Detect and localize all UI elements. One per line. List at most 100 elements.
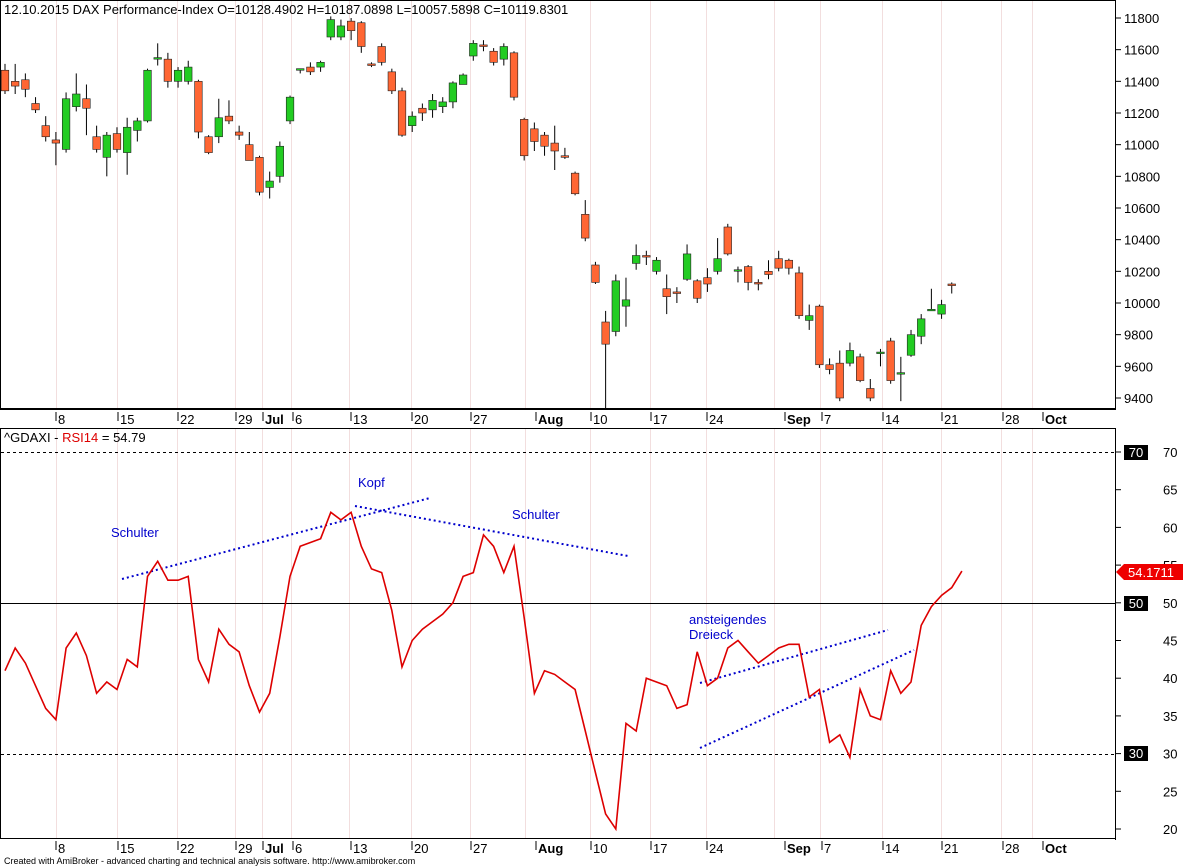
candle [418,103,427,121]
marker-30-label: 30 [1129,746,1143,761]
candle [11,63,20,94]
rsi-header-value: = 54.79 [98,430,145,445]
candle [367,62,376,68]
rsi-tick-label: 35 [1163,709,1177,724]
candle [92,125,101,153]
candle [245,132,254,161]
price-tick-label: 9600 [1124,359,1153,374]
candle-body [204,136,213,153]
candle [520,117,529,161]
x-tick-label: Sep [787,841,811,856]
candle-body [143,69,152,122]
candle [642,250,651,265]
candle [754,279,763,291]
candle-body [896,372,905,375]
candle [672,287,681,303]
price-tick-label: 9400 [1124,391,1153,406]
price-header: 12.10.2015 DAX Performance-Index O=10128… [4,2,568,17]
rsi-y-axis: 7065605550454035302520 [1115,445,1177,837]
x-tick-label: 8 [58,412,65,427]
candle [917,314,926,345]
x-tick-label: 22 [180,412,194,427]
rsi-series-line [4,510,963,832]
candle [306,62,315,75]
rsi-tick-label: 40 [1163,671,1177,686]
rsi-header: ^GDAXI - RSI14 = 54.79 [4,430,146,445]
candle-body [774,258,783,269]
x-tick-label: Oct [1045,412,1067,427]
x-tick-label: 8 [58,841,65,856]
candle-body [611,280,620,332]
candle [621,277,631,327]
candle-body [570,172,580,195]
candle-body [173,69,183,82]
candle [347,18,356,41]
candle-body [397,90,407,136]
annotation-lines [121,497,915,749]
candle-body [408,115,417,126]
x-tick-label: Sep [787,412,811,427]
marker-50-label: 50 [1129,596,1143,611]
annotation-trendline [121,497,431,580]
candle-body [133,120,142,131]
x-tick-label: 10 [593,412,607,427]
candle-body [530,128,539,142]
candle-body [825,364,834,370]
x-tick-label: 7 [824,412,831,427]
x-axis-top-band [0,409,1115,428]
price-tick-label: 10400 [1124,233,1160,248]
candle-body [296,68,305,71]
candle-body [550,142,559,152]
x-tick-label: 6 [295,412,302,427]
x-tick-label: 10 [593,841,607,856]
annotation-triangle-line1: ansteigendes [689,612,767,627]
candle-body [723,226,732,255]
x-tick-label: 13 [353,841,367,856]
candle [703,268,712,292]
candle-body [469,43,478,57]
candle [856,353,865,383]
x-tick-label: 24 [709,841,723,856]
candle [428,94,437,118]
price-tick-label: 11000 [1124,138,1159,153]
x-axis-bottom: 8 15 22 29 Jul 6 13 20 27 Aug 10 17 24 Sep 7 14 21 28 Oct [0,838,1115,856]
candle-body [357,22,366,47]
marker-70-label: 70 [1129,445,1143,460]
price-tick-label: 11800 [1124,11,1159,26]
price-tick-label: 9800 [1124,328,1153,343]
candle [112,127,122,153]
candle [845,342,855,367]
candle [235,125,244,140]
candle-body [540,134,549,147]
candle-body [642,255,651,258]
candle [530,122,539,151]
candle [825,358,834,375]
candle-body [194,81,203,133]
candle [794,266,804,319]
candle-body [937,304,946,315]
candle [224,100,234,125]
marker-30: 30 [1124,746,1148,761]
candle-body [652,259,661,272]
candle [194,79,203,139]
candle [143,68,152,123]
candle-body [11,81,20,87]
candle-body [418,107,427,114]
candle-body [214,117,223,138]
candle-body [31,103,40,111]
candle-body [856,356,865,381]
candle [499,43,508,66]
x-axis-top-labels: 8 15 22 29 Jul 6 13 20 27 Aug 10 17 24 Sep 7 14 21 28 Oct [55,412,1067,427]
price-tick-label: 10800 [1124,169,1160,184]
candle-body [784,259,793,269]
candle-body [713,258,722,272]
candle-body [744,266,753,283]
x-axis-bottom-labels: 8 15 22 29 Jul 6 13 20 27 Aug 10 17 24 Sep 7 14 21 28 Oct [55,841,1067,856]
x-tick-label: Oct [1045,841,1067,856]
x-tick-label: 21 [944,412,958,427]
candle-body [794,272,804,316]
x-tick-label: Aug [538,841,563,856]
last-value-flag [1116,564,1183,580]
x-tick-label: 7 [824,841,831,856]
candle [61,92,71,153]
